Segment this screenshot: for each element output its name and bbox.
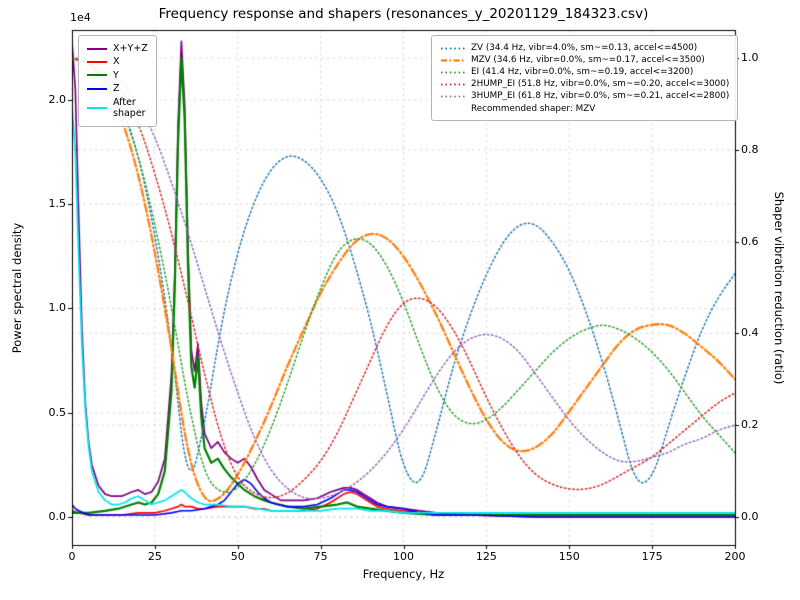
- y-tick-label-right: 0.0: [741, 510, 759, 523]
- x-tick-label: 25: [147, 550, 162, 563]
- legend-psd: X+Y+Z X Y Z After shaper: [78, 35, 157, 128]
- legend-item: EI (41.4 Hz, vibr=0.0%, sm~=0.19, accel<…: [440, 67, 729, 77]
- legend-line-swatch: [441, 47, 465, 49]
- legend-line-swatch: [87, 47, 107, 50]
- legend-line-swatch: [87, 61, 107, 64]
- recommended-shaper-note: Recommended shaper: MZV: [471, 104, 596, 114]
- y-tick-label-right: 1.0: [741, 50, 759, 64]
- x-tick-label: 0: [68, 550, 76, 563]
- legend-line-swatch: [441, 83, 465, 85]
- y-tick-label-right: 0.4: [741, 326, 759, 340]
- legend-label: Y: [113, 69, 119, 81]
- legend-label: ZV (34.4 Hz, vibr=4.0%, sm~=0.13, accel<…: [471, 43, 698, 53]
- legend-item: 3HUMP_EI (61.8 Hz, vibr=0.0%, sm~=0.21, …: [440, 91, 729, 101]
- legend-label: MZV (34.6 Hz, vibr=0.0%, sm~=0.17, accel…: [471, 55, 705, 65]
- x-tick-label: 50: [230, 550, 245, 563]
- y-tick-label-left: 0.5: [48, 405, 67, 419]
- legend-line-swatch: [441, 95, 465, 97]
- y-tick-label-left: 1.0: [48, 301, 67, 315]
- legend-line-swatch: [87, 87, 107, 90]
- x-tick-label: 200: [724, 550, 746, 563]
- legend-item: Z: [87, 83, 148, 94]
- x-tick-label: 125: [475, 550, 497, 563]
- y-tick-label-left: 0.0: [48, 510, 67, 524]
- legend-line-swatch: [441, 71, 465, 73]
- legend-shapers: ZV (34.4 Hz, vibr=4.0%, sm~=0.13, accel<…: [431, 35, 739, 121]
- legend-label: Z: [113, 83, 120, 95]
- y-axis-label-left: Power spectral density: [10, 222, 24, 354]
- y-tick-label-left: 2.0: [48, 92, 67, 106]
- legend-item: Y: [87, 70, 148, 81]
- x-tick-label: 75: [313, 550, 328, 563]
- y-tick-label-right: 0.8: [741, 142, 759, 156]
- legend-item: 2HUMP_EI (51.8 Hz, vibr=0.0%, sm~=0.20, …: [440, 79, 729, 89]
- x-tick-label: 175: [641, 550, 663, 563]
- legend-label: X+Y+Z: [113, 43, 148, 54]
- chart-title: Frequency response and shapers (resonanc…: [158, 6, 649, 22]
- legend-line-swatch: [87, 106, 107, 109]
- legend-line-swatch: [441, 58, 465, 62]
- legend-label: 3HUMP_EI (61.8 Hz, vibr=0.0%, sm~=0.21, …: [471, 91, 730, 101]
- legend-item: ZV (34.4 Hz, vibr=4.0%, sm~=0.13, accel<…: [440, 43, 729, 53]
- y-axis-offset-text: 1e4: [70, 11, 91, 24]
- y-tick-label-left: 1.5: [48, 197, 67, 211]
- y-axis-label-right: Shaper vibration reduction (ratio): [772, 191, 786, 385]
- x-axis-label: Frequency, Hz: [362, 567, 445, 581]
- x-tick-label: 100: [393, 550, 414, 563]
- legend-item: X+Y+Z: [87, 43, 148, 54]
- legend-line-swatch: [87, 74, 107, 77]
- x-tick-label: 150: [558, 550, 580, 563]
- y-tick-label-right: 0.6: [741, 234, 759, 248]
- legend-item: MZV (34.6 Hz, vibr=0.0%, sm~=0.17, accel…: [440, 55, 729, 65]
- legend-label: X: [113, 56, 120, 68]
- legend-item: X: [87, 56, 148, 67]
- legend-label: EI (41.4 Hz, vibr=0.0%, sm~=0.19, accel<…: [471, 67, 694, 77]
- y-tick-label-right: 0.2: [741, 418, 759, 432]
- legend-item: After shaper: [87, 97, 148, 120]
- legend-label: 2HUMP_EI (51.8 Hz, vibr=0.0%, sm~=0.20, …: [471, 79, 730, 89]
- legend-label: After shaper: [113, 96, 146, 119]
